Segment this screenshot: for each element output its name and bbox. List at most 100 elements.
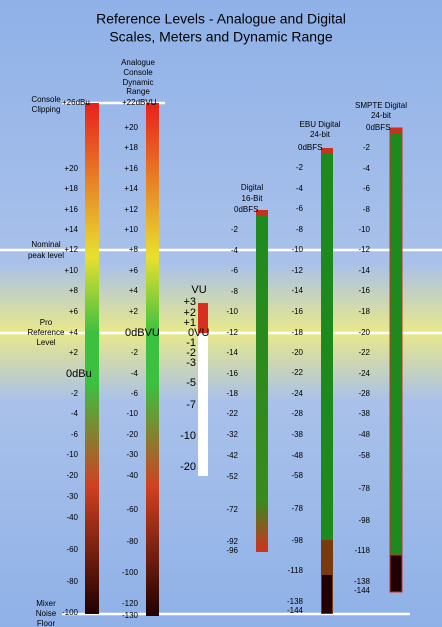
scale-label: +12 [64,245,78,254]
scale-label: -10 [180,430,196,442]
scale-label: -22 [358,348,370,357]
scale-header: VU [191,284,206,296]
ebu-cap [321,148,333,154]
scale-label: +4 [129,286,139,295]
scale-label: -4 [71,409,79,418]
scale-header: 24-bit [310,130,331,139]
dbu-bar [85,103,99,614]
scale-label: 0VU [188,327,209,339]
vu-bar-red [198,303,208,333]
scale-label: -10 [226,307,238,316]
scale-label: -118 [355,546,371,555]
annotation: Clipping [32,105,61,114]
scale-header: 16-Bit [242,194,264,203]
scale-label: -100 [122,568,139,577]
ebu-floor-dark [322,575,332,613]
scale-label: +10 [64,266,78,275]
scale-label: -20 [66,471,78,480]
scale-label: -2 [363,143,371,152]
scale-label: -10 [291,245,303,254]
smpte-floor [389,554,403,593]
scale-label: -14 [226,348,238,357]
scale-label: -92 [226,537,238,546]
scale-label: -138 [354,577,371,586]
annotation: Pro [40,318,53,327]
scale-label: -28 [291,409,303,418]
scale-label: -120 [122,599,139,608]
scale-label: -78 [358,484,370,493]
scale-label: -6 [363,184,371,193]
scale-label: -18 [291,328,303,337]
scale-header: Console [123,68,153,77]
title: Scales, Meters and Dynamic Range [109,29,333,45]
scale-label: -96 [226,546,238,555]
scale-label: +16 [124,164,138,173]
scale-label: -10 [126,409,138,418]
scale-label: -2 [186,347,196,359]
scale-label: -58 [291,471,303,480]
smpte-cap [390,128,402,134]
scale-header: Dynamic [122,78,153,87]
scale-label: -2 [71,389,79,398]
scale-label: -22 [226,409,238,418]
annotation: Floor [37,619,56,627]
scale-label: -22 [291,368,303,377]
scale-label: +14 [124,184,138,193]
scale-label: +20 [124,123,138,132]
scale-label: -8 [363,205,371,214]
scale-label: +2 [69,348,79,357]
annotation: Nominal [31,240,61,249]
scale-label: +2 [183,307,196,319]
digital16-bar [256,210,268,552]
scale-label: -8 [231,287,239,296]
smpte-bar [389,127,403,593]
scale-label: +3 [183,296,196,308]
scale-label: -14 [291,286,303,295]
scale-label: -98 [291,536,303,545]
scale-label: -80 [66,577,78,586]
scale-label: +18 [124,143,138,152]
digital16-cap [256,210,268,216]
scale-label: +18 [64,184,78,193]
scale-label: -58 [358,451,370,460]
scale-label: -80 [126,537,138,546]
scale-header: SMPTE Digital [355,101,407,110]
scale-label: -30 [66,492,78,501]
scale-label: +1 [183,317,196,329]
scale-label: -100 [62,608,79,617]
scale-label: +14 [64,225,78,234]
scale-label: -4 [363,164,371,173]
scale-label: +2 [129,307,139,316]
scale-label: -20 [291,348,303,357]
scale-label: -12 [226,328,238,337]
scale-label: -14 [358,266,370,275]
scale-label: -28 [358,389,370,398]
scale-label: -6 [131,389,139,398]
scale-label: -24 [291,389,303,398]
scale-label: -30 [126,450,138,459]
scale-header: EBU Digital [300,120,341,129]
scale-label: -2 [131,348,139,357]
scale-label: -16 [291,307,303,316]
scale-label: -118 [288,566,304,575]
scale-label: -4 [296,184,304,193]
scale-label: -4 [131,369,139,378]
scale-label: -138 [287,597,304,606]
scale-label: -38 [291,430,303,439]
scale-label: -98 [358,516,370,525]
scale-label: -12 [291,266,303,275]
scale-label: +6 [129,266,139,275]
scale-label: -48 [358,430,370,439]
scale-label: -78 [291,504,303,513]
scale-label: -16 [226,369,238,378]
scale-label: 0dBFS [366,123,390,132]
scale-label: +6 [69,307,79,316]
scale-label: +12 [124,205,138,214]
scale-label: -10 [66,450,78,459]
title: Reference Levels - Analogue and Digital [96,11,346,27]
scale-header: Digital [241,183,263,192]
scale-label: -8 [296,225,304,234]
scale-label: 0dBVU [125,327,160,339]
